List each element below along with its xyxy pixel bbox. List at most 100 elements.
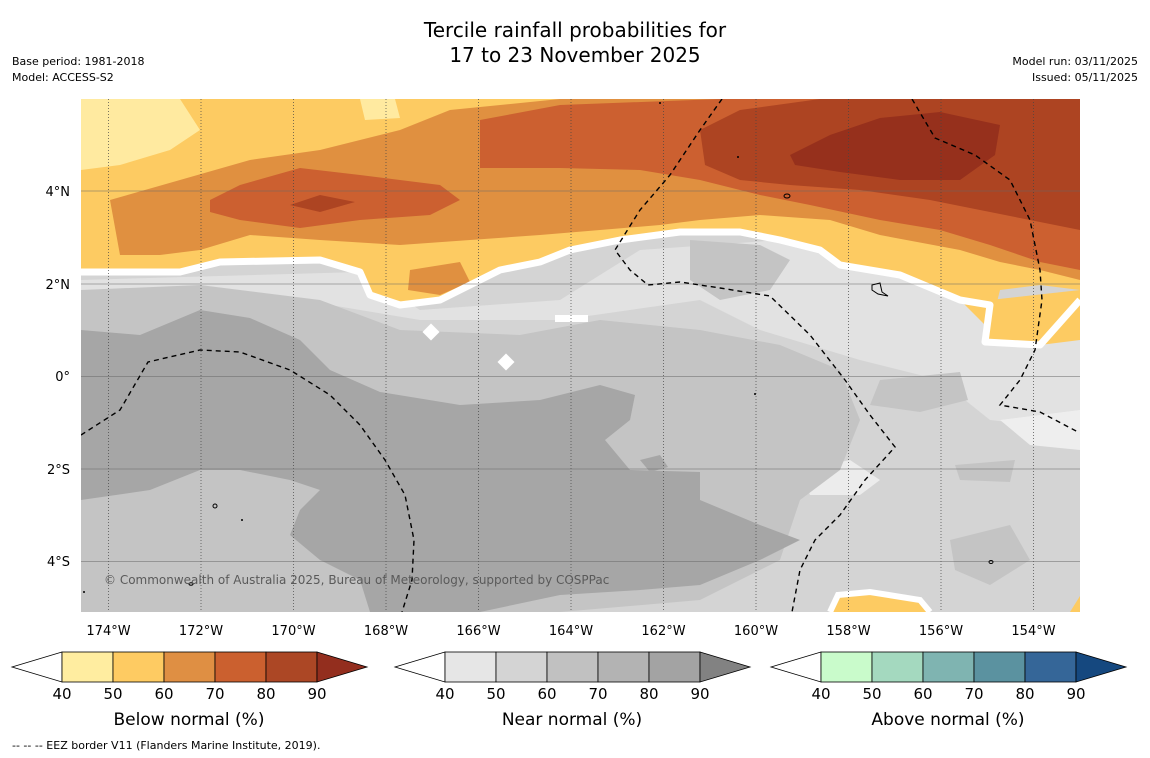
colorbar-swatch	[973, 651, 1026, 683]
lat-label: 2°N	[46, 278, 71, 293]
lon-label: 156°W	[919, 624, 963, 639]
eez-borders	[81, 99, 1079, 612]
near-normal-mid-patch	[955, 460, 1015, 482]
colorbar-swatch	[61, 651, 114, 683]
longitude-labels: 174°W 172°W 170°W 168°W 166°W 164°W 162°…	[86, 624, 1055, 639]
lon-label: 160°W	[734, 624, 778, 639]
latitude-labels: 4°N 2°N 0° 2°S 4°S	[46, 185, 71, 570]
model-run: Model run: 03/11/2025	[1012, 55, 1138, 68]
eez-footnote: -- -- -- EEZ border V11 (Flanders Marine…	[12, 739, 321, 752]
lat-label: 2°S	[47, 463, 70, 478]
colorbar-tick: 80	[639, 685, 658, 703]
colorbar-tick: 40	[811, 685, 830, 703]
near-normal-colorbar: Near normal (%) 40 50 60 70 80 90	[393, 651, 752, 730]
below-normal-40	[360, 99, 400, 120]
colorbar-tick: 40	[435, 685, 454, 703]
near-normal-light-se	[1000, 410, 1080, 450]
colorbar-swatch	[444, 651, 497, 683]
colorbar-tick: 60	[154, 685, 173, 703]
lat-label: 4°S	[47, 555, 70, 570]
colorbar-tick: 40	[52, 685, 71, 703]
map-title-line2: 17 to 23 November 2025	[449, 43, 701, 67]
colorbar-swatch	[648, 651, 701, 683]
lon-label: 164°W	[549, 624, 593, 639]
probability-fields: © Commonwealth of Australia 2025, Bureau…	[81, 99, 1080, 612]
near-normal-light-band	[81, 240, 1080, 430]
near-normal-dark-spot	[640, 455, 668, 472]
colorbar-extend-low	[769, 651, 822, 683]
white-dot	[497, 353, 515, 371]
below-normal-80-west	[290, 195, 355, 212]
below-normal-50-south	[830, 592, 930, 612]
lon-label: 154°W	[1011, 624, 1055, 639]
colorbar-swatch	[495, 651, 548, 683]
island-dots	[83, 102, 756, 593]
colorbar-tick: 90	[690, 685, 709, 703]
colorbar-title: Above normal (%)	[871, 710, 1024, 730]
colorbar-tick: 50	[486, 685, 505, 703]
below-normal-90	[790, 112, 1000, 180]
colorbar-tick: 70	[205, 685, 224, 703]
colorbar-extend-high	[699, 651, 752, 683]
colorbar-title: Below normal (%)	[114, 710, 265, 730]
colorbar-swatch	[546, 651, 599, 683]
colorbar-tick: 90	[307, 685, 326, 703]
colorbar-extend-low	[393, 651, 446, 683]
below-normal-40	[81, 99, 200, 170]
lon-label: 170°W	[271, 624, 315, 639]
colorbar-title: Near normal (%)	[502, 710, 642, 730]
model-info: Base period: 1981-2018 Model: ACCESS-S2	[12, 54, 144, 86]
colorbar-swatch	[820, 651, 873, 683]
colorbar-extend-high	[316, 651, 369, 683]
lon-label: 172°W	[179, 624, 223, 639]
issued-date: Issued: 05/11/2025	[1031, 71, 1138, 84]
colorbar-swatch	[1024, 651, 1077, 683]
near-normal-mid-patch	[690, 240, 790, 300]
colorbar-tick: 90	[1066, 685, 1085, 703]
colorbar-tick: 70	[964, 685, 983, 703]
latitude-gridlines	[81, 190, 1080, 562]
lat-label: 4°N	[46, 185, 71, 200]
white-dot	[555, 315, 588, 322]
below-normal-50-corner	[1070, 596, 1080, 612]
colorbar-tick: 50	[862, 685, 881, 703]
run-info: Model run: 03/11/2025 Issued: 05/11/2025	[1012, 54, 1138, 86]
colorbar-swatch	[214, 651, 267, 683]
colorbar-swatch	[112, 651, 165, 683]
white-boundary	[81, 228, 1080, 349]
model-name: Model: ACCESS-S2	[12, 71, 114, 84]
map-title: Tercile rainfall probabilities for 17 to…	[0, 18, 1150, 68]
above-normal-colorbar: Above normal (%) 40 50 60 70 80 90	[769, 651, 1128, 730]
colorbar-extend-low	[10, 651, 63, 683]
lon-label: 168°W	[364, 624, 408, 639]
colorbar-tick: 60	[537, 685, 556, 703]
colorbar-swatch	[597, 651, 650, 683]
colorbar-extend-high	[1075, 651, 1128, 683]
colorbar-tick: 70	[588, 685, 607, 703]
lon-label: 174°W	[86, 624, 130, 639]
colorbar-tick: 50	[103, 685, 122, 703]
near-normal-mid-patch	[950, 525, 1030, 585]
colorbar-tick: 80	[1015, 685, 1034, 703]
below-normal-colorbar: Below normal (%) 40 50 60 70 80 90	[10, 651, 369, 730]
colorbar-tick: 80	[256, 685, 275, 703]
colorbar-swatch	[871, 651, 924, 683]
lat-label: 0°	[55, 370, 70, 385]
below-normal-60-spot	[408, 262, 470, 295]
white-boundary	[827, 588, 933, 612]
white-dot	[422, 323, 440, 341]
lon-label: 162°W	[641, 624, 685, 639]
lon-label: 158°W	[826, 624, 870, 639]
colorbar-tick: 60	[913, 685, 932, 703]
colorbar-swatch	[922, 651, 975, 683]
near-normal-mid-patch	[870, 372, 968, 412]
map-title-line1: Tercile rainfall probabilities for	[423, 18, 727, 42]
near-normal-dark-core	[81, 310, 800, 612]
colorbar-swatch	[265, 651, 318, 683]
colorbar-swatch	[163, 651, 216, 683]
base-period: Base period: 1981-2018	[12, 55, 145, 68]
lon-label: 166°W	[456, 624, 500, 639]
islands	[188, 193, 994, 586]
copyright-text: © Commonwealth of Australia 2025, Bureau…	[104, 573, 609, 587]
